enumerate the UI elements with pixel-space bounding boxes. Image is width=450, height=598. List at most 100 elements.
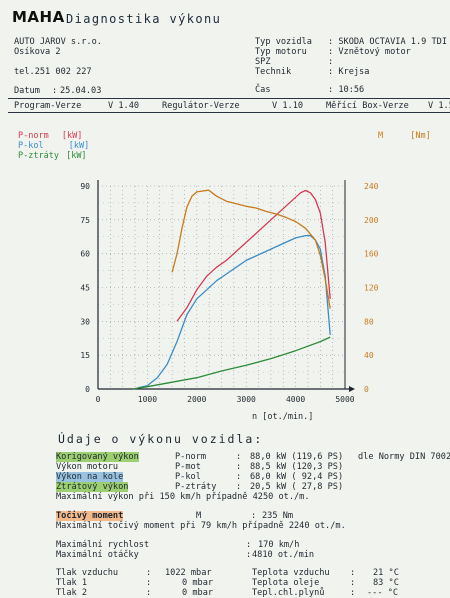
max-speed-colon: :	[246, 540, 252, 550]
engine-type-value: : Vznětový motor	[328, 47, 411, 57]
plate-label: SPZ	[255, 57, 271, 67]
cond-right-2-value: --- °C	[367, 588, 399, 598]
result-row-p-ztraty: Ztrátový výkon	[56, 482, 129, 492]
power-chart: 0 1000 2000 3000 4000 5000 0 15 30 45 60 75 90 0 40 80 1…	[80, 180, 379, 422]
engine-type-label: Typ motoru	[255, 47, 307, 57]
legend-p-norm: P-norm [kW]	[18, 131, 82, 141]
vehicle-type-value: : SKODA OCTAVIA 1.9 TDI	[328, 37, 448, 47]
x-axis-arrow	[349, 386, 355, 392]
cond-right-1-label: Teplota oleje	[252, 578, 320, 588]
vehicle-type-label: Typ vozidla	[255, 37, 312, 47]
x-tick-label: 0	[96, 395, 101, 404]
legend-p-ztraty-unit: [kW]	[66, 151, 87, 161]
result-p-norm-sym: P-norm	[175, 452, 207, 462]
chart-grid	[97, 185, 346, 390]
y2-tick-label: 200	[364, 216, 379, 225]
y-tick-label: 90	[80, 182, 90, 191]
date-label: Datum	[14, 86, 40, 96]
legend-p-kol-unit: [kW]	[68, 141, 90, 151]
result-p-ztraty-colon: :	[236, 482, 242, 492]
date-value: 25.04.03	[60, 86, 102, 96]
document-title: Diagnostika výkonu	[66, 12, 222, 26]
technician-label: Technik	[255, 67, 292, 77]
date-colon: :	[52, 86, 58, 96]
company-name: AUTO JAROV s.r.o.	[14, 37, 102, 47]
cond-right-0-label: Teplota vzduchu	[252, 568, 330, 578]
result-p-kol-sym: P-kol	[175, 472, 201, 482]
y-tick-label: 0	[85, 385, 90, 394]
result-p-ztraty-sym: P-ztráty	[175, 482, 217, 492]
cond-right-1-colon: :	[350, 578, 356, 588]
chart-axes	[97, 180, 355, 392]
legend-p-norm-name: P-norm	[18, 131, 49, 141]
y2-tick-label: 80	[364, 317, 374, 326]
cond-left-1-colon: :	[146, 578, 152, 588]
max-speed-label: Maximální rychlost	[56, 540, 150, 550]
x-tick-label: 4000	[286, 395, 305, 404]
legend-p-kol: P-kol [kW]	[18, 141, 89, 151]
result-p-norm-colon: :	[236, 452, 242, 462]
y-tick-label: 60	[80, 250, 90, 259]
cond-left-0-label: Tlak vzduchu	[56, 568, 119, 578]
max-speed-value: 170 km/h	[258, 540, 300, 550]
series-line-m	[171, 189, 331, 309]
legend-p-kol-name: P-kol	[18, 141, 44, 151]
legend-torque-name: M	[378, 131, 384, 141]
cond-right-0-value: 21 °C	[373, 568, 399, 578]
plate-value: :	[328, 57, 334, 67]
x-tick-label: 3000	[237, 395, 256, 404]
results-section-title: Údaje o výkonu vozidla:	[58, 432, 264, 446]
cond-right-2-label: Tepl.chl.plynů	[252, 588, 325, 598]
torque-row: Točivý moment	[56, 511, 124, 521]
result-p-kol-label: Výkon na kole	[56, 472, 124, 482]
x-tick-label: 5000	[335, 395, 354, 404]
legend-p-norm-unit: [kW]	[61, 131, 83, 141]
result-row-p-kol: Výkon na kole	[56, 472, 124, 482]
torque-label: Točivý moment	[56, 511, 124, 521]
cond-left-0-value: 1022 mbar	[165, 568, 212, 578]
result-p-kol-value: 68,0 kW ( 92,4 PS)	[250, 472, 344, 482]
torque-sym: M	[196, 511, 202, 521]
max-rpm-value: 4810 ot./min	[252, 550, 315, 560]
box-version-label: Měřící Box-Verze	[326, 101, 409, 111]
series-line-p-norm	[176, 189, 331, 322]
legend-torque-unit: [Nm]	[410, 131, 431, 141]
result-p-mot-sym: P-mot	[175, 462, 201, 472]
separator-top	[8, 98, 450, 99]
time-value: : 10:56	[328, 85, 365, 95]
max-torque-line: Maximální točivý moment při 79 km/h příp…	[56, 521, 346, 531]
max-rpm-colon: :	[246, 550, 252, 560]
result-p-mot-label: Výkon motoru	[56, 462, 119, 472]
cond-left-1-value: 0 mbar	[182, 578, 214, 588]
y2-tick-label: 40	[364, 351, 374, 360]
x-tick-label: 2000	[187, 395, 206, 404]
cond-left-2-label: Tlak 2	[56, 588, 88, 598]
result-p-norm-label: Korigovaný výkon	[56, 452, 139, 462]
y2-tick-label: 120	[364, 284, 379, 293]
x-axis-label: n [ot./min.]	[252, 412, 313, 422]
legend-p-ztraty-name: P-ztráty	[18, 151, 59, 161]
y-tick-label: 15	[80, 351, 90, 360]
result-p-mot-value: 88,5 kW (120,3 PS)	[250, 462, 344, 472]
program-version-label: Program-Verze	[14, 101, 82, 111]
result-p-norm-extra: dle Normy DIN 70020	[358, 452, 450, 462]
separator-bottom	[8, 112, 450, 113]
y-tick-label: 45	[80, 284, 90, 293]
result-p-ztraty-value: 20,5 kW ( 27,8 PS)	[250, 482, 344, 492]
max-power-line: Maximální výkon při 150 km/h případně 42…	[56, 492, 310, 502]
cond-left-1-label: Tlak 1	[56, 578, 88, 588]
torque-colon: :	[251, 511, 257, 521]
y2-tick-label: 160	[364, 250, 379, 259]
series-line-p-ztr-ty	[132, 336, 331, 390]
result-row-p-mot: Výkon motoru	[56, 462, 118, 472]
x-tick-label: 1000	[138, 395, 157, 404]
result-p-kol-colon: :	[236, 472, 242, 482]
result-p-mot-colon: :	[236, 462, 242, 472]
chart-lines	[132, 189, 331, 390]
cond-left-2-colon: :	[146, 588, 152, 598]
cond-left-0-colon: :	[146, 568, 152, 578]
program-version-value: V 1.40	[108, 101, 140, 111]
time-label: Čas	[255, 85, 271, 95]
cond-right-0-colon: :	[350, 568, 356, 578]
result-p-ztraty-label: Ztrátový výkon	[56, 482, 129, 492]
